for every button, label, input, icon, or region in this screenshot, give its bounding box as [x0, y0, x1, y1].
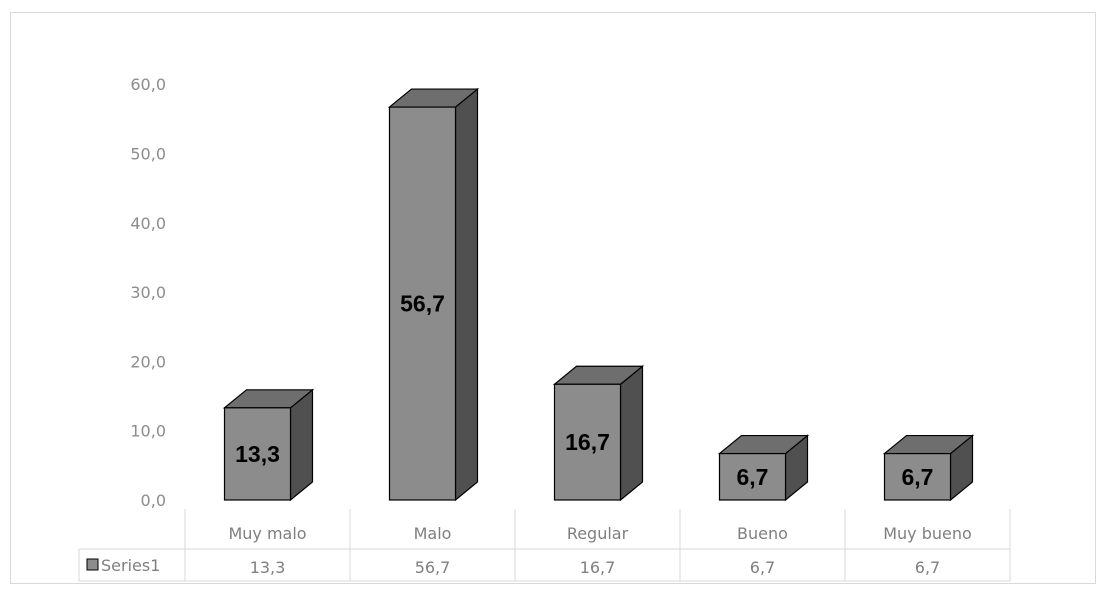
bar: [388, 106, 457, 501]
category-label: Muy malo: [228, 524, 306, 543]
category-label: Muy bueno: [883, 524, 972, 543]
y-tick-label: 50,0: [130, 145, 166, 164]
bar-side: [454, 87, 479, 502]
bar-side: [289, 388, 314, 502]
bar: [883, 452, 952, 501]
data-label: 6,7: [902, 464, 934, 490]
data-label: 16,7: [565, 429, 610, 455]
category-label: Malo: [414, 524, 452, 543]
bar: [553, 383, 622, 501]
table-cell: 56,7: [415, 558, 451, 577]
bar: [718, 452, 787, 501]
category-label: Bueno: [737, 524, 788, 543]
table-cell: 6,7: [915, 558, 940, 577]
legend-key-swatch: [86, 558, 99, 571]
y-tick-label: 10,0: [130, 422, 166, 441]
table-cell: 16,7: [580, 558, 616, 577]
y-tick-label: 30,0: [130, 283, 166, 302]
category-label: Regular: [567, 524, 629, 543]
data-label: 13,3: [235, 441, 280, 467]
data-label: 6,7: [737, 464, 769, 490]
y-tick-label: 0,0: [141, 491, 166, 510]
chart-area: 0,0 10,0 20,0 30,0 40,0 50,0 60,0 13,3 56,7 16,7 6…: [10, 12, 1096, 584]
bar-chart: 0,0 10,0 20,0 30,0 40,0 50,0 60,0 13,3 56,7 16,7 6…: [78, 75, 1011, 582]
y-tick-label: 20,0: [130, 352, 166, 371]
table-cell: 6,7: [750, 558, 775, 577]
series-label: Series1: [101, 556, 160, 575]
bar-side: [619, 365, 644, 502]
data-label: 56,7: [400, 291, 445, 317]
table-cell: 13,3: [250, 558, 286, 577]
y-tick-label: 60,0: [130, 75, 166, 94]
bar: [223, 407, 292, 501]
y-tick-label: 40,0: [130, 214, 166, 233]
